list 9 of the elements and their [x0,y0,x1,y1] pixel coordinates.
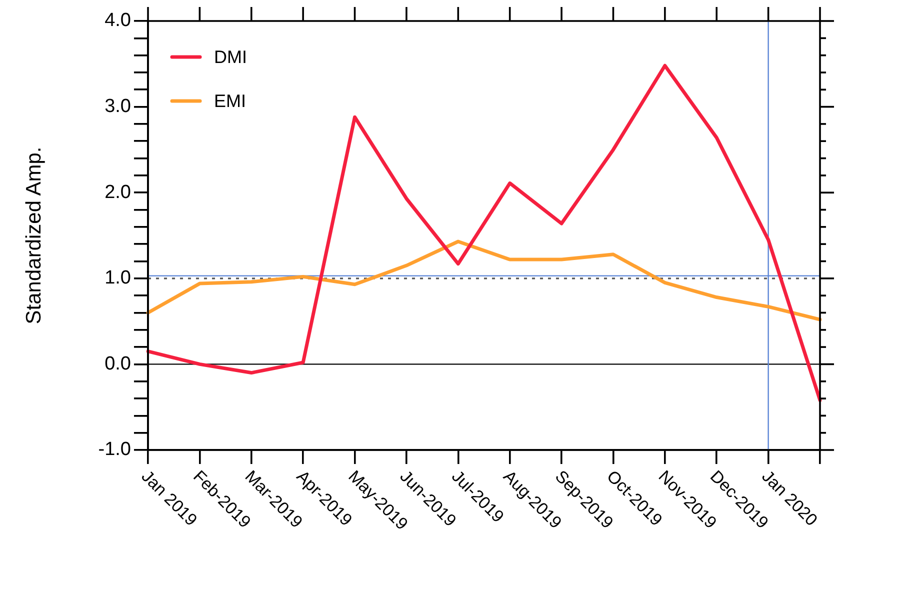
y-tick-label: -1.0 [98,439,131,460]
y-tick-label: 4.0 [104,10,131,32]
y-axis-title: Standardized Amp. [22,146,46,324]
y-tick-label: 2.0 [104,182,131,203]
y-tick-label: 0.0 [104,353,131,374]
y-tick-label: 1.0 [104,268,131,289]
legend-label: DMI [214,46,247,67]
y-tick-label: 3.0 [104,96,131,118]
legend-label: EMI [214,90,246,111]
